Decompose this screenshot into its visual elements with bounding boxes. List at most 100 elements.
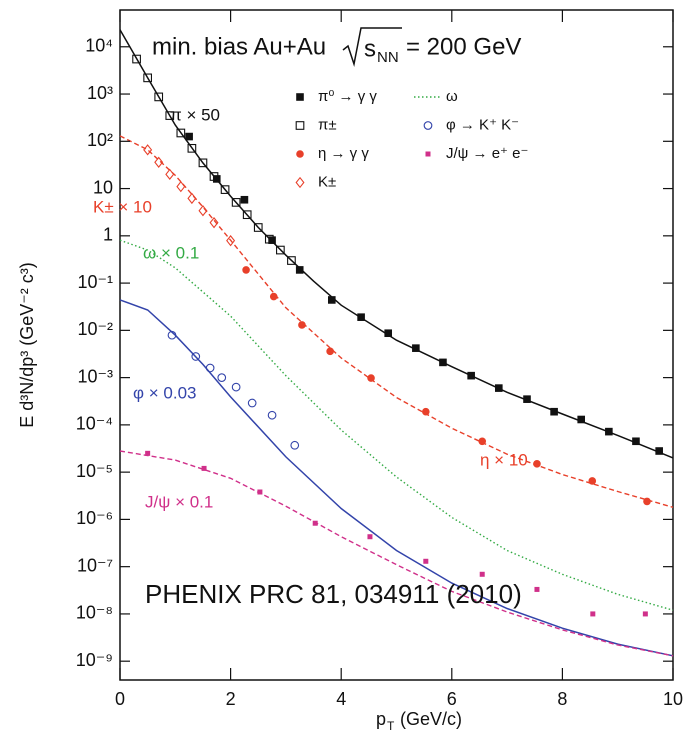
- radical-sign: [342, 27, 402, 67]
- data-point: [209, 216, 219, 229]
- data-point: [242, 266, 250, 274]
- y-tick-label: 10⁻⁴: [76, 414, 113, 434]
- data-point: [212, 175, 221, 183]
- legend-label: K±: [318, 173, 336, 190]
- y-tick-label: 10⁴: [85, 36, 113, 56]
- data-point: [247, 398, 257, 408]
- data-point: [264, 234, 274, 244]
- legend-symbol: [296, 150, 304, 158]
- fit-curve: [119, 239, 674, 611]
- legend-label: π±: [318, 116, 337, 133]
- chart-title: NN: [377, 49, 399, 66]
- data-point: [276, 245, 285, 255]
- data-point: [176, 128, 186, 138]
- marks: [119, 29, 674, 657]
- y-tick-label: 10⁻⁵: [76, 461, 113, 481]
- data-point: [326, 347, 334, 356]
- legend-symbol: [423, 121, 433, 130]
- data-point: [220, 185, 230, 194]
- x-axis-label: T: [387, 719, 395, 733]
- data-point: [240, 195, 249, 204]
- x-axis-label: (GeV/c): [400, 709, 462, 729]
- x-tick-label: 8: [557, 689, 567, 709]
- data-point: [209, 172, 219, 181]
- data-point: [467, 371, 475, 380]
- data-point: [217, 373, 227, 382]
- y-tick-label: 10⁻⁹: [76, 650, 113, 670]
- chart-title: min. bias Au+Au: [152, 33, 326, 60]
- y-tick-label: 10³: [87, 83, 113, 103]
- data-point: [185, 132, 193, 141]
- x-tick-label: 2: [226, 689, 236, 709]
- data-point: [655, 447, 663, 455]
- data-point: [132, 54, 141, 64]
- data-point: [187, 192, 197, 205]
- y-tick-label: 10⁻³: [77, 366, 113, 386]
- legend-symbol: [425, 151, 431, 157]
- x-axis-label: p: [376, 709, 386, 729]
- data-point: [154, 92, 164, 102]
- chart-title: = 200 GeV: [406, 33, 521, 60]
- data-point: [198, 205, 208, 217]
- data-point: [290, 440, 300, 450]
- data-point: [643, 497, 651, 506]
- data-point: [154, 156, 164, 168]
- data-point: [412, 344, 420, 352]
- data-point: [198, 158, 208, 168]
- data-point: [577, 415, 586, 424]
- data-point: [367, 534, 373, 540]
- annotation: π × 50: [170, 105, 220, 124]
- y-tick-label: 10²: [87, 130, 113, 150]
- data-point: [165, 168, 175, 181]
- data-point: [242, 210, 252, 220]
- data-point: [231, 198, 241, 207]
- x-tick-label: 4: [336, 689, 346, 709]
- legend-symbol: [296, 93, 304, 101]
- data-point: [269, 292, 278, 301]
- legend-symbol: [295, 121, 305, 130]
- legend-label: η → γ γ: [318, 145, 369, 162]
- data-point: [327, 296, 336, 304]
- data-point: [257, 489, 263, 495]
- fit-curve: [119, 135, 674, 508]
- y-tick-label: 10⁻¹: [77, 272, 113, 292]
- data-point: [143, 144, 153, 156]
- data-point: [295, 266, 304, 274]
- data-point: [605, 427, 613, 436]
- data-point: [145, 450, 151, 456]
- data-point: [423, 558, 429, 564]
- data-point: [533, 460, 541, 468]
- y-tick-label: 10: [93, 177, 113, 197]
- data-point: [590, 611, 596, 617]
- data-point: [267, 410, 277, 420]
- data-point: [226, 234, 236, 247]
- annotation: η × 10: [480, 450, 528, 469]
- data-point: [588, 477, 597, 485]
- data-point: [298, 321, 306, 329]
- chart-title: s: [364, 35, 376, 62]
- y-tick-label: 10⁻⁶: [76, 508, 113, 528]
- data-point: [478, 437, 487, 446]
- data-point: [253, 223, 263, 232]
- annotation: K± × 10: [93, 197, 152, 216]
- plot-frame: [119, 9, 674, 681]
- data-point: [143, 73, 153, 83]
- y-tick-label: 10⁻⁸: [76, 603, 113, 623]
- x-tick-label: 0: [115, 689, 125, 709]
- legend-symbol: [295, 176, 305, 189]
- data-point: [268, 236, 276, 244]
- data-point: [367, 374, 375, 382]
- legend-label: J/ψ → e⁺ e⁻: [446, 145, 528, 162]
- data-point: [187, 143, 197, 153]
- data-point: [422, 407, 430, 416]
- fit-curve: [119, 450, 674, 657]
- data-point: [231, 382, 241, 392]
- data-point: [479, 571, 485, 577]
- legend-label: φ → K⁺ K⁻: [446, 116, 519, 133]
- data-point: [205, 363, 215, 373]
- data-point: [439, 358, 447, 367]
- annotation: J/ψ × 0.1: [145, 492, 213, 511]
- annotation: PHENIX PRC 81, 034911 (2010): [145, 579, 522, 609]
- data-point: [550, 407, 558, 416]
